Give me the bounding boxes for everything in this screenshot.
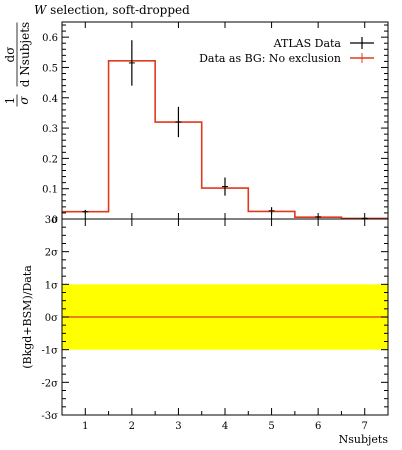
- y-axis-label-denominator: d Nsubjets: [18, 22, 32, 87]
- legend: ATLAS Data Data as BG: No exclusion: [199, 37, 374, 65]
- y-tick-label: 3σ: [45, 215, 58, 226]
- y-tick-label: -1σ: [41, 346, 58, 357]
- y-tick-label: 0.5: [42, 63, 58, 74]
- distribution-panel: 0 0.1 0.2 0.3 0.4 0.5 0.6 1 σ dσ d Nsubjets ATLAS D…: [3, 21, 389, 226]
- y-tick-label: 0.1: [42, 185, 58, 196]
- plot-title: W selection, soft-dropped: [34, 3, 190, 17]
- y-tick-label: 0σ: [45, 313, 58, 324]
- legend-label: Data as BG: No exclusion: [199, 52, 341, 65]
- y-tick-label: 0.4: [42, 94, 58, 105]
- y-axis-label-fraction-one: 1: [3, 97, 17, 105]
- x-axis-label: Nsubjets: [339, 433, 389, 446]
- y-tick-label: -3σ: [41, 411, 58, 422]
- x-tick-label: 7: [362, 421, 368, 432]
- y-tick-label: 0: [52, 215, 58, 226]
- ratio-y-axis-label: (Bkgd+BSM)/Data: [21, 265, 34, 369]
- y-axis-label: 1 σ dσ d Nsubjets: [3, 22, 32, 107]
- x-tick-label: 3: [175, 421, 181, 432]
- x-tick-label: 6: [315, 421, 321, 432]
- y-tick-label: 1σ: [45, 280, 58, 291]
- y-axis-label-sigma: σ: [17, 96, 31, 105]
- y-tick-label: -2σ: [41, 378, 58, 389]
- y-axis-label-numerator: dσ: [3, 47, 17, 63]
- legend-label: ATLAS Data: [273, 37, 342, 50]
- x-tick-label: 4: [222, 421, 228, 432]
- x-tick-label: 5: [268, 421, 274, 432]
- y-tick-label: 0.6: [42, 33, 58, 44]
- plot-title-rest: selection, soft-dropped: [46, 3, 190, 17]
- x-tick-label: 1: [82, 421, 88, 432]
- x-tick-label: 2: [129, 421, 135, 432]
- plot-title-prefix: W: [34, 3, 47, 17]
- y-tick-label: 0.3: [42, 124, 58, 135]
- y-tick-label: 2σ: [45, 248, 58, 259]
- y-tick-label: 0.2: [42, 154, 58, 165]
